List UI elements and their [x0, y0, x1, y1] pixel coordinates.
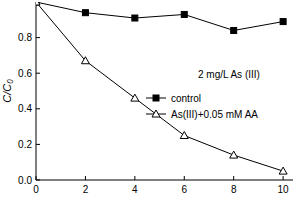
- legend-label: control: [171, 93, 201, 104]
- point: [36, 2, 39, 5]
- x-tick: [184, 176, 185, 180]
- x-tick: [85, 176, 86, 180]
- point: [81, 57, 89, 64]
- legend-label: As(III)+0.05 mM AA: [171, 109, 258, 120]
- legend: control As(III)+0.05 mM AA: [146, 93, 258, 120]
- series-line: [36, 2, 283, 171]
- x-axis: [36, 180, 293, 181]
- series-line: [36, 2, 283, 30]
- y-tick: [36, 144, 40, 145]
- x-tick-label: 4: [132, 184, 138, 195]
- annotation: 2 mg/L As (III): [198, 69, 260, 80]
- point: [280, 19, 286, 25]
- x-tick-label: 2: [83, 184, 89, 195]
- plot-data: [36, 2, 287, 174]
- y-tick: [36, 180, 40, 181]
- y-tick-label: 0.8: [18, 32, 32, 43]
- y-tick: [36, 108, 40, 109]
- chart: 0.0 0.2 0.4 0.6 0.8 0 2 4 6 8 10 C/C₀ 2 mg/L As (III…: [0, 0, 300, 200]
- point: [279, 167, 287, 174]
- x-tick-label: 8: [231, 184, 237, 195]
- point: [132, 15, 138, 21]
- x-tick-label: 0: [33, 184, 39, 195]
- y-tick: [36, 37, 40, 38]
- legend-marker: [153, 95, 159, 101]
- x-tick: [283, 176, 284, 180]
- y-tick-label: 0.0: [18, 175, 32, 186]
- point: [231, 27, 237, 33]
- y-axis: [36, 2, 37, 180]
- y-tick-label: 0.2: [18, 139, 32, 150]
- point: [36, 2, 40, 5]
- y-tick: [36, 73, 40, 74]
- point: [180, 132, 188, 139]
- x-tick-label: 6: [181, 184, 187, 195]
- x-tick: [36, 176, 37, 180]
- point: [230, 151, 238, 158]
- y-label: C/C₀: [1, 79, 13, 103]
- point: [181, 11, 187, 17]
- x-tick-label: 10: [278, 184, 290, 195]
- y-tick-label: 0.4: [18, 103, 32, 114]
- legend-marker: [152, 110, 160, 117]
- x-tick: [233, 176, 234, 180]
- point: [131, 94, 139, 101]
- x-tick: [134, 176, 135, 180]
- point: [82, 10, 88, 16]
- y-tick-label: 0.6: [18, 68, 32, 79]
